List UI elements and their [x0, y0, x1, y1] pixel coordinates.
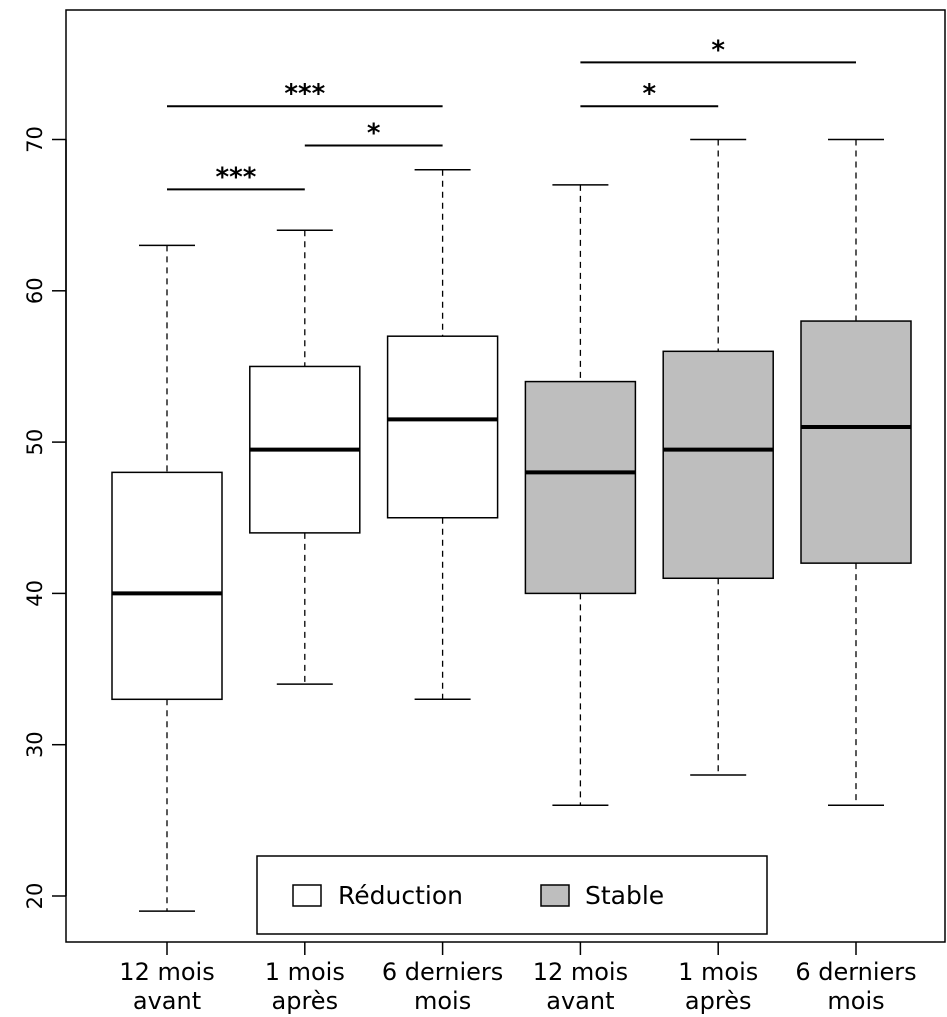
y-tick-label: 70 [23, 126, 47, 153]
box-rect [386, 335, 499, 519]
box-3 [386, 169, 499, 701]
x-tick-label: 6 derniers [382, 958, 503, 986]
x-tick-label: après [272, 987, 339, 1015]
significance-label: *** [216, 162, 257, 192]
legend-label-stable: Stable [585, 881, 664, 910]
significance-label: *** [284, 79, 325, 109]
x-tick-label: mois [414, 987, 471, 1015]
x-tick-label: 12 mois [119, 958, 214, 986]
significance-bar-4: * [580, 79, 719, 109]
box-2 [249, 229, 361, 685]
legend-swatch-reduction [292, 884, 322, 907]
y-tick-label: 20 [23, 883, 47, 910]
box-1 [111, 244, 223, 912]
y-tick-label: 50 [23, 429, 47, 456]
box-5 [662, 138, 774, 776]
x-tick-label: 1 mois [678, 958, 758, 986]
y-tick-label: 30 [23, 731, 47, 758]
box-6 [800, 138, 912, 806]
legend-label-reduction: Réduction [338, 881, 463, 910]
significance-bar-3: * [304, 119, 443, 149]
x-tick-label: 12 mois [533, 958, 628, 986]
box-rect [662, 350, 774, 580]
x-tick-label: après [685, 987, 752, 1015]
significance-bar-1: *** [167, 162, 305, 192]
box-4 [524, 184, 637, 806]
y-tick-label: 60 [23, 277, 47, 304]
box-rect [800, 320, 912, 564]
x-tick-label: avant [546, 987, 614, 1015]
y-axis: 20 30 40 50 60 70 [23, 126, 67, 910]
box-rect [524, 380, 637, 595]
significance-layer: ********* [167, 35, 856, 192]
x-tick-label: 1 mois [265, 958, 345, 986]
significance-bar-5: * [580, 35, 856, 65]
y-tick-label: 40 [23, 580, 47, 607]
significance-label: * [711, 35, 725, 65]
significance-label: * [367, 119, 381, 149]
x-tick-label: mois [827, 987, 884, 1015]
box-rect [111, 471, 223, 701]
x-tick-label: 6 derniers [795, 958, 916, 986]
x-tick-label: avant [133, 987, 201, 1015]
significance-label: * [642, 79, 656, 109]
legend-box [256, 855, 768, 935]
legend: Réduction Stable [256, 855, 768, 935]
boxes-layer [111, 138, 912, 912]
significance-bar-2: *** [167, 79, 443, 109]
legend-swatch-stable [540, 884, 570, 907]
